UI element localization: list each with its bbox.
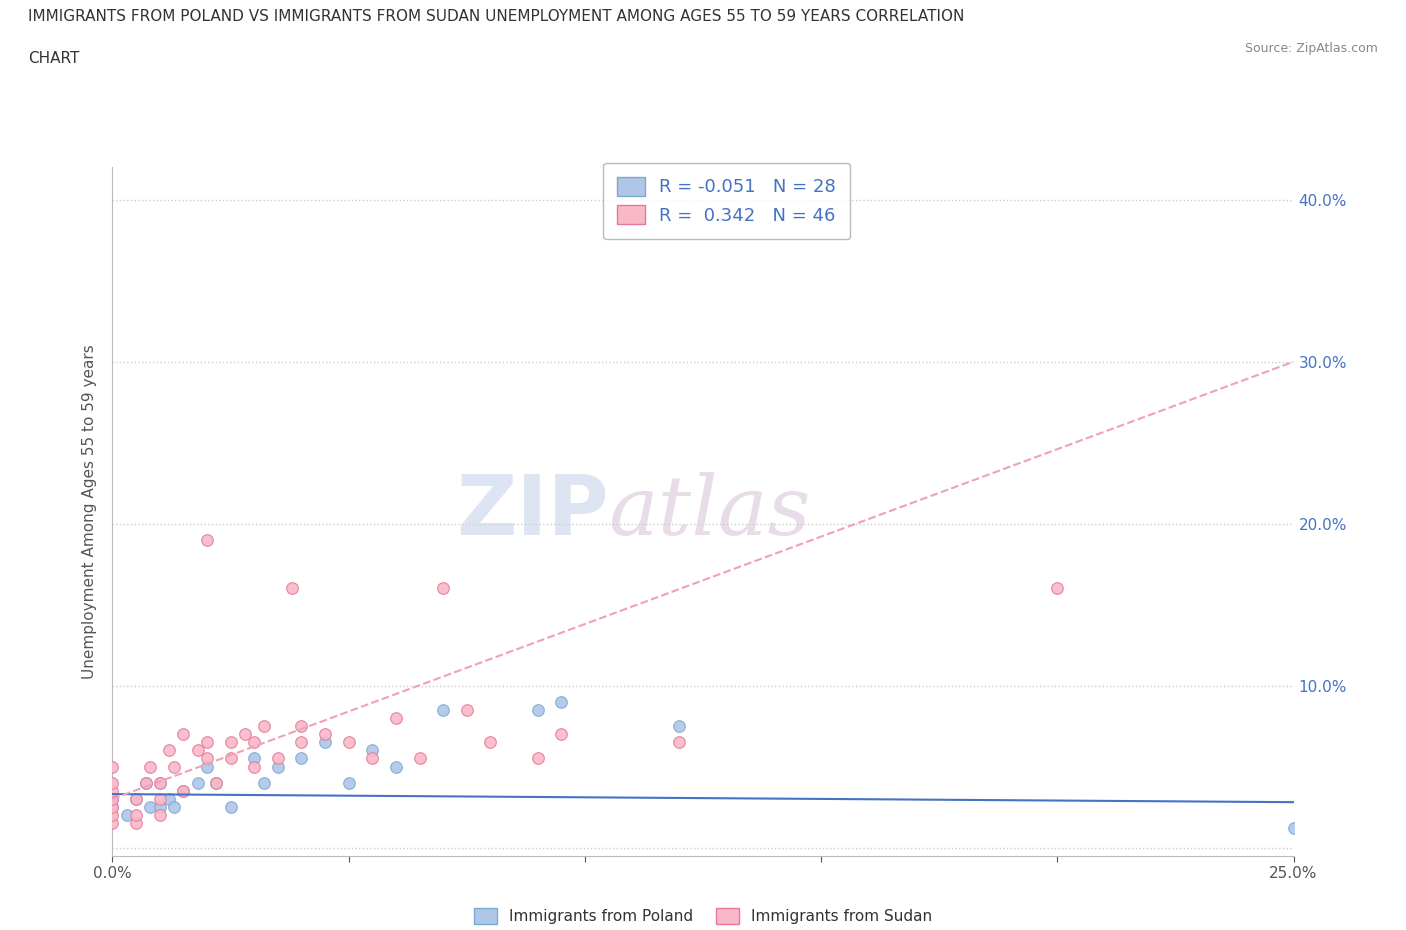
Point — [408, 751, 430, 766]
Point — [101, 759, 124, 774]
Point — [125, 791, 148, 806]
Point — [149, 807, 172, 822]
Point — [361, 743, 384, 758]
Point — [550, 695, 572, 710]
Point — [149, 800, 172, 815]
Point — [163, 800, 186, 815]
Point — [205, 776, 228, 790]
Point — [157, 791, 180, 806]
Point — [1282, 820, 1305, 835]
Text: Source: ZipAtlas.com: Source: ZipAtlas.com — [1244, 42, 1378, 55]
Point — [337, 735, 360, 750]
Point — [219, 735, 242, 750]
Point — [101, 791, 124, 806]
Point — [172, 726, 194, 741]
Point — [195, 751, 218, 766]
Point — [157, 743, 180, 758]
Point — [526, 702, 548, 717]
Point — [149, 776, 172, 790]
Point — [290, 735, 312, 750]
Point — [243, 759, 266, 774]
Point — [267, 751, 290, 766]
Point — [125, 807, 148, 822]
Point — [125, 816, 148, 830]
Point — [526, 751, 548, 766]
Point — [205, 776, 228, 790]
Point — [139, 759, 162, 774]
Point — [290, 719, 312, 734]
Point — [233, 726, 256, 741]
Point — [139, 800, 162, 815]
Point — [668, 719, 690, 734]
Point — [243, 735, 266, 750]
Text: atlas: atlas — [609, 472, 811, 551]
Point — [550, 726, 572, 741]
Point — [290, 751, 312, 766]
Point — [163, 759, 186, 774]
Legend: Immigrants from Poland, Immigrants from Sudan: Immigrants from Poland, Immigrants from … — [468, 902, 938, 930]
Point — [432, 581, 454, 596]
Point — [195, 735, 218, 750]
Point — [281, 581, 304, 596]
Point — [479, 735, 502, 750]
Point — [115, 807, 138, 822]
Point — [135, 776, 157, 790]
Point — [1046, 581, 1069, 596]
Point — [361, 751, 384, 766]
Point — [172, 783, 194, 798]
Point — [149, 791, 172, 806]
Point — [195, 759, 218, 774]
Point — [314, 735, 336, 750]
Point — [186, 743, 208, 758]
Point — [668, 735, 690, 750]
Point — [149, 776, 172, 790]
Point — [101, 776, 124, 790]
Point — [101, 816, 124, 830]
Point — [432, 702, 454, 717]
Point — [456, 702, 478, 717]
Point — [385, 759, 408, 774]
Text: IMMIGRANTS FROM POLAND VS IMMIGRANTS FROM SUDAN UNEMPLOYMENT AMONG AGES 55 TO 59: IMMIGRANTS FROM POLAND VS IMMIGRANTS FRO… — [28, 9, 965, 24]
Point — [243, 751, 266, 766]
Point — [267, 759, 290, 774]
Point — [135, 776, 157, 790]
Point — [101, 791, 124, 806]
Point — [101, 807, 124, 822]
Point — [101, 800, 124, 815]
Point — [337, 776, 360, 790]
Point — [219, 751, 242, 766]
Point — [125, 791, 148, 806]
Point — [101, 800, 124, 815]
Point — [186, 776, 208, 790]
Point — [314, 726, 336, 741]
Y-axis label: Unemployment Among Ages 55 to 59 years: Unemployment Among Ages 55 to 59 years — [82, 344, 97, 679]
Point — [195, 532, 218, 547]
Point — [253, 776, 276, 790]
Text: CHART: CHART — [28, 51, 80, 66]
Point — [253, 719, 276, 734]
Point — [219, 800, 242, 815]
Point — [385, 711, 408, 725]
Point — [101, 783, 124, 798]
Text: ZIP: ZIP — [456, 471, 609, 552]
Point — [172, 783, 194, 798]
